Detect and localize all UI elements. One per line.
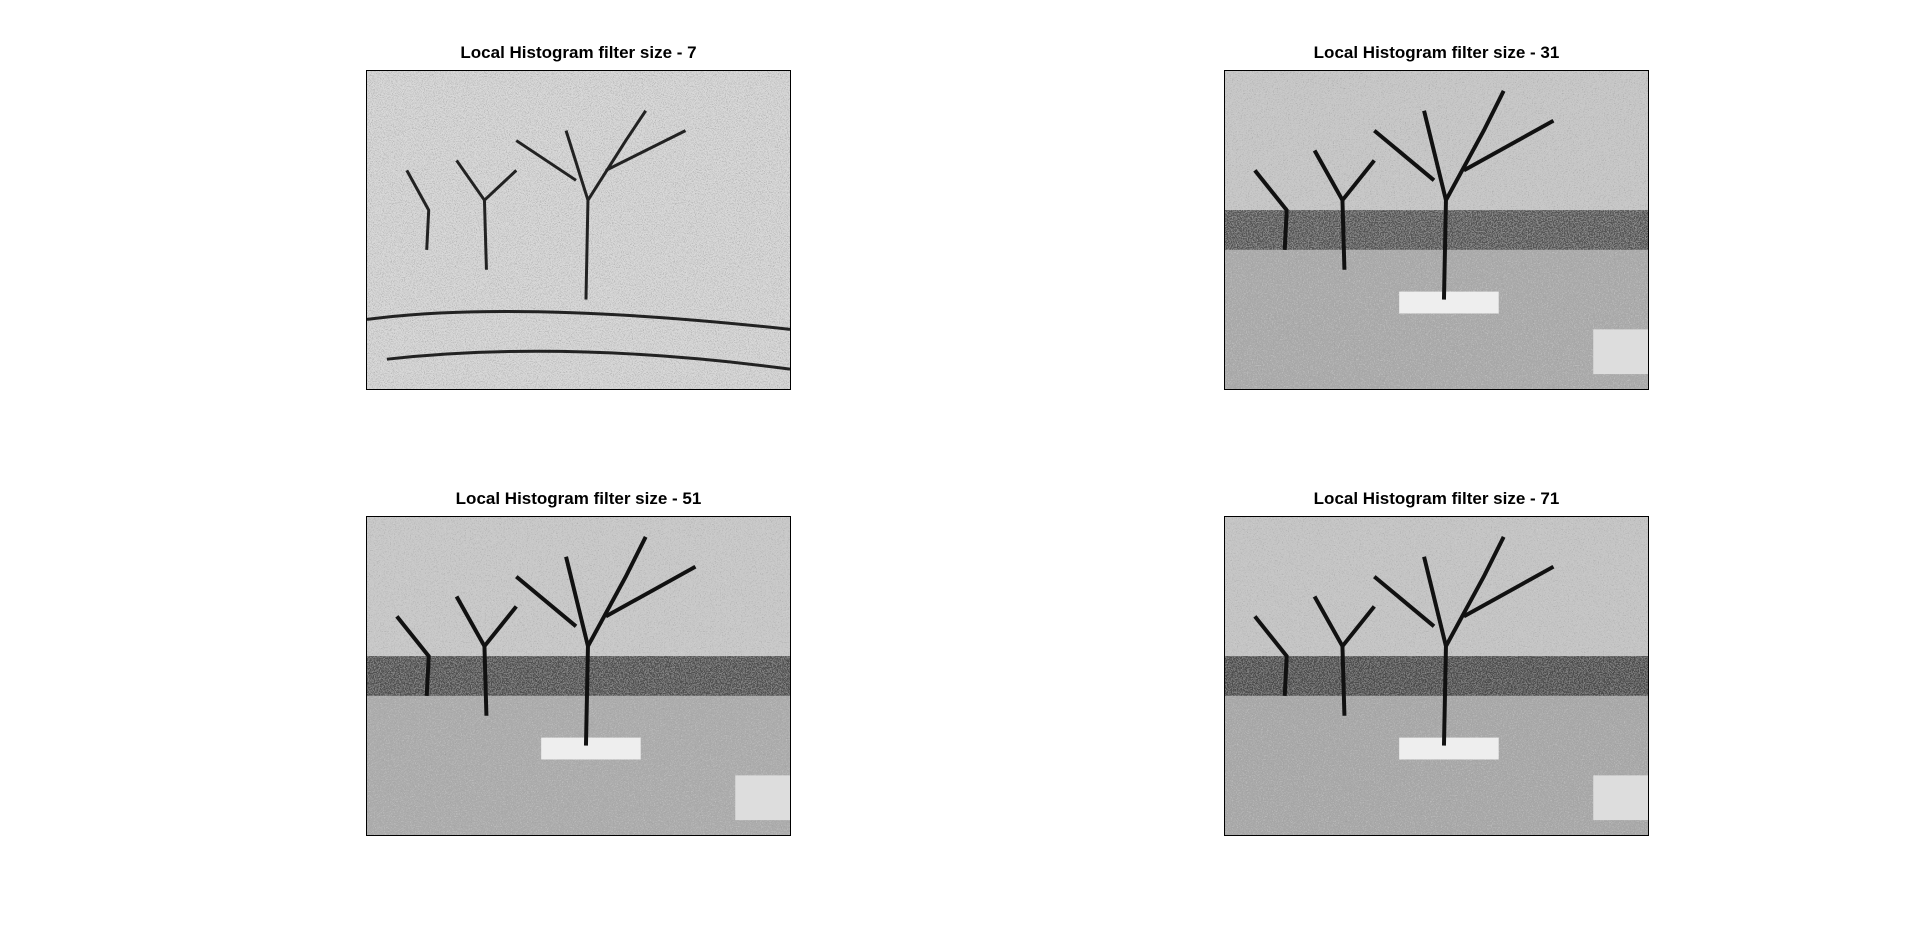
filtered-image — [366, 516, 791, 836]
filtered-image — [1224, 70, 1649, 390]
panel-filter-51: Local Histogram filter size - 51 — [366, 489, 791, 836]
tree-photo-icon — [1225, 517, 1648, 835]
filtered-image — [1224, 516, 1649, 836]
filtered-image — [366, 70, 791, 390]
panel-filter-31: Local Histogram filter size - 31 — [1224, 43, 1649, 390]
panel-filter-7: Local Histogram filter size - 7 — [366, 43, 791, 390]
tree-photo-icon — [367, 71, 790, 389]
panel-title: Local Histogram filter size - 7 — [460, 43, 697, 62]
panel-title: Local Histogram filter size - 71 — [1313, 489, 1560, 508]
panel-title: Local Histogram filter size - 51 — [455, 489, 702, 508]
panel-title: Local Histogram filter size - 31 — [1313, 43, 1560, 62]
panel-filter-71: Local Histogram filter size - 71 — [1224, 489, 1649, 836]
tree-photo-icon — [367, 517, 790, 835]
tree-photo-icon — [1225, 71, 1648, 389]
